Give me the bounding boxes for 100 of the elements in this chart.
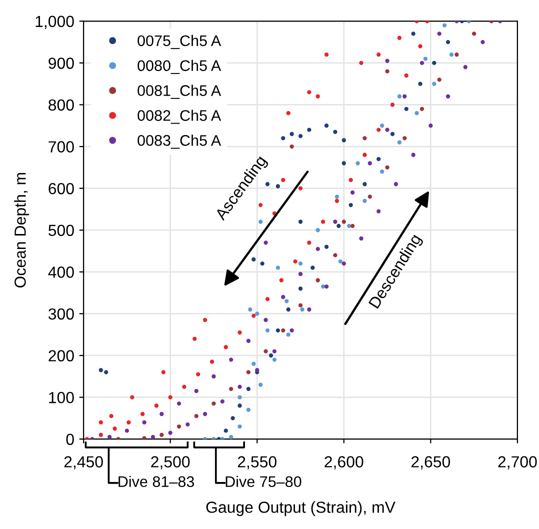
point xyxy=(404,106,408,112)
point xyxy=(276,184,280,188)
point xyxy=(394,182,398,186)
point xyxy=(284,299,289,304)
point xyxy=(210,360,214,364)
point xyxy=(130,395,134,400)
point xyxy=(176,424,182,429)
point xyxy=(397,36,402,40)
point xyxy=(298,303,303,308)
point xyxy=(202,412,208,416)
point xyxy=(290,144,294,149)
point xyxy=(98,420,103,424)
point xyxy=(307,240,312,245)
point xyxy=(428,124,433,128)
point xyxy=(418,44,422,48)
point xyxy=(90,436,94,440)
point xyxy=(124,428,130,433)
x-tick-label: 2,700 xyxy=(498,456,537,470)
point xyxy=(411,32,416,36)
point xyxy=(258,382,263,387)
point xyxy=(390,102,395,107)
point xyxy=(168,430,172,435)
point xyxy=(272,358,277,362)
point xyxy=(154,404,159,408)
point xyxy=(449,52,454,57)
point xyxy=(402,136,407,140)
point xyxy=(116,436,120,440)
point xyxy=(252,362,256,366)
point xyxy=(281,294,286,300)
point xyxy=(385,165,390,170)
point xyxy=(290,328,294,332)
point xyxy=(228,386,234,392)
point xyxy=(212,401,216,406)
point xyxy=(454,52,459,57)
x-tick-label: 2,600 xyxy=(324,456,364,470)
point xyxy=(404,73,408,78)
point xyxy=(376,52,381,57)
y-tick-label: 300 xyxy=(48,308,74,320)
point xyxy=(390,132,395,136)
point xyxy=(411,152,416,157)
x-tick-label: 2,450 xyxy=(64,456,103,470)
y-tick-label: 1,000 xyxy=(36,16,74,29)
point xyxy=(359,60,364,66)
point xyxy=(342,161,346,166)
point xyxy=(397,94,402,98)
point xyxy=(286,307,290,312)
point xyxy=(281,136,286,140)
point xyxy=(350,190,355,195)
point xyxy=(264,318,268,322)
point xyxy=(376,128,381,132)
point xyxy=(228,434,234,440)
point xyxy=(286,332,290,337)
point xyxy=(260,261,264,266)
point xyxy=(307,90,312,94)
point xyxy=(437,78,442,82)
point xyxy=(238,424,242,429)
point xyxy=(293,259,298,264)
point xyxy=(290,132,294,136)
point xyxy=(402,94,407,98)
point xyxy=(420,60,424,66)
point xyxy=(362,198,367,203)
point xyxy=(264,240,268,245)
point xyxy=(246,386,251,392)
point xyxy=(338,259,342,264)
point xyxy=(342,220,346,224)
point xyxy=(192,336,197,341)
point xyxy=(238,384,242,389)
point xyxy=(98,368,103,372)
point xyxy=(334,194,340,199)
point xyxy=(420,106,424,112)
x-axis-title: Gauge Output (Strain), mV xyxy=(206,501,396,516)
point xyxy=(238,395,242,400)
y-tick-label: 400 xyxy=(48,266,74,278)
point xyxy=(368,194,372,199)
point xyxy=(310,266,315,270)
point xyxy=(480,40,485,44)
x-tick-label: 2,550 xyxy=(238,456,276,470)
point xyxy=(264,349,268,354)
point xyxy=(160,412,164,416)
point xyxy=(414,111,419,116)
point xyxy=(362,136,367,140)
point xyxy=(252,314,256,318)
y-tick-label: 500 xyxy=(48,224,74,236)
point xyxy=(334,198,340,203)
point xyxy=(348,202,353,208)
point xyxy=(224,428,228,433)
point xyxy=(333,130,338,134)
point xyxy=(432,60,436,66)
point xyxy=(446,40,450,44)
point xyxy=(238,330,242,335)
point xyxy=(248,307,252,312)
x-tick-label: 2,650 xyxy=(411,456,450,470)
y-tick-label: 700 xyxy=(48,141,74,152)
point xyxy=(194,414,198,418)
point xyxy=(362,152,367,157)
point xyxy=(342,138,346,142)
point xyxy=(230,416,235,420)
point xyxy=(228,358,234,362)
point xyxy=(246,370,251,374)
text: Dive 81–83 xyxy=(118,476,194,488)
